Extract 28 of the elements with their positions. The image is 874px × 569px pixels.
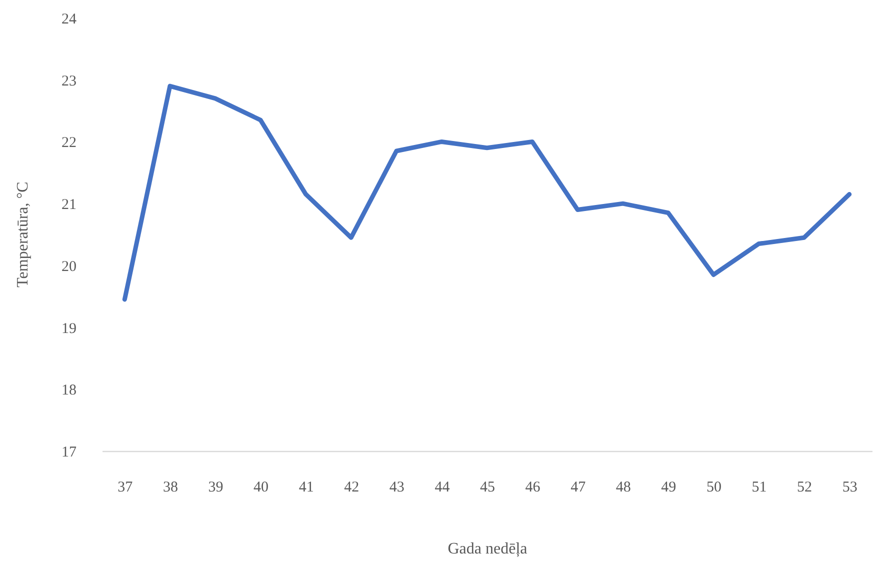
x-tick-label: 53 — [842, 480, 858, 496]
y-tick-label: 18 — [62, 382, 76, 399]
y-tick-label: 22 — [62, 135, 76, 152]
x-tick-label: 37 — [118, 480, 134, 496]
x-tick-label: 49 — [661, 480, 676, 496]
y-tick-label: 24 — [62, 12, 77, 28]
y-tick-label: 23 — [62, 73, 76, 90]
x-tick-label: 48 — [616, 480, 631, 496]
x-tick-label: 43 — [389, 480, 404, 496]
y-tick-label: 21 — [62, 197, 76, 214]
x-axis-title: Gada nedēļa — [448, 540, 528, 558]
y-tick-label: 20 — [62, 258, 76, 275]
line-series — [122, 84, 852, 302]
x-tick-label: 52 — [797, 480, 812, 496]
y-tick-label: 19 — [62, 320, 76, 337]
x-tick-label: 51 — [752, 480, 767, 496]
x-tick-label: 42 — [344, 480, 360, 496]
x-tick-label: 46 — [525, 480, 541, 496]
x-tick-label: 38 — [162, 480, 178, 496]
x-tick-label: 41 — [298, 480, 314, 496]
x-tick-label: 50 — [706, 480, 722, 496]
x-tick-label: 39 — [208, 480, 224, 496]
x-tick-label: 44 — [434, 480, 450, 496]
x-tick-label: 47 — [570, 480, 586, 496]
y-tick-label: 17 — [62, 444, 77, 460]
x-tick-label: 45 — [480, 480, 495, 496]
y-axis-title: Temperatūra, °C — [14, 182, 32, 288]
x-tick-label: 40 — [254, 480, 269, 496]
